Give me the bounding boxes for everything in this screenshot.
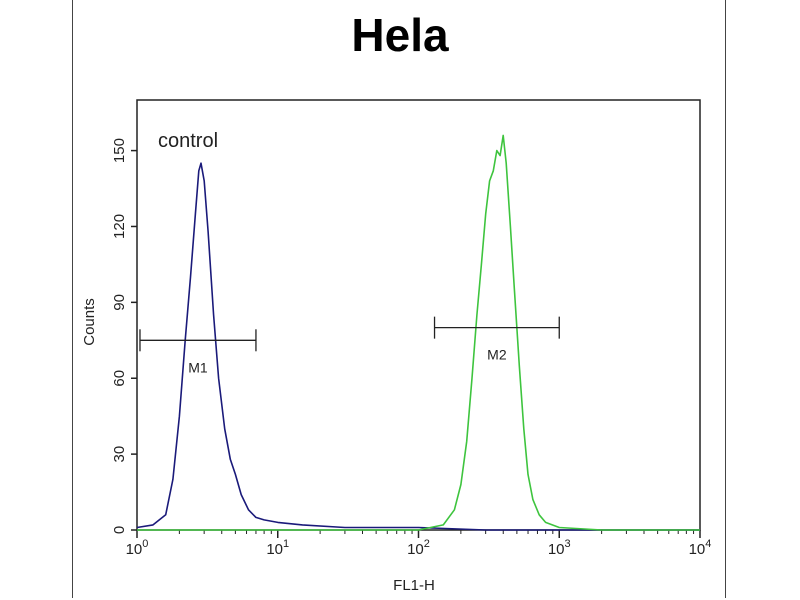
chart-title: Hela: [351, 9, 449, 61]
x-axis-label: FL1-H: [393, 577, 435, 594]
x-tick-label: 102: [407, 538, 430, 558]
series-layer: [136, 134, 700, 531]
x-axis-ticks: 100 101 102 103 104: [126, 530, 712, 558]
x-tick-label: 101: [266, 538, 289, 558]
y-tick-label: 30: [111, 446, 128, 463]
marker-label: M2: [487, 347, 507, 363]
y-tick-label: 0: [111, 526, 128, 534]
x-tick-label: 103: [548, 538, 571, 558]
y-axis-ticks: 0 30 60 90 120 150: [111, 138, 137, 534]
y-axis-label: Counts: [81, 298, 98, 346]
figure-frame: [72, 0, 726, 598]
x-tick-label: 100: [126, 538, 149, 558]
histogram-line-2: [137, 134, 700, 531]
y-tick-label: 60: [111, 370, 128, 387]
marker-label: M1: [188, 359, 208, 375]
y-tick-label: 120: [111, 214, 128, 239]
y-tick-label: 90: [111, 294, 128, 311]
marker-layer: M1 M2: [139, 316, 560, 375]
y-tick-label: 150: [111, 138, 128, 163]
plot-area: [136, 99, 701, 531]
histogram-line-1: [136, 162, 700, 531]
x-tick-label: 104: [689, 538, 712, 558]
control-annotation: control: [158, 130, 218, 152]
